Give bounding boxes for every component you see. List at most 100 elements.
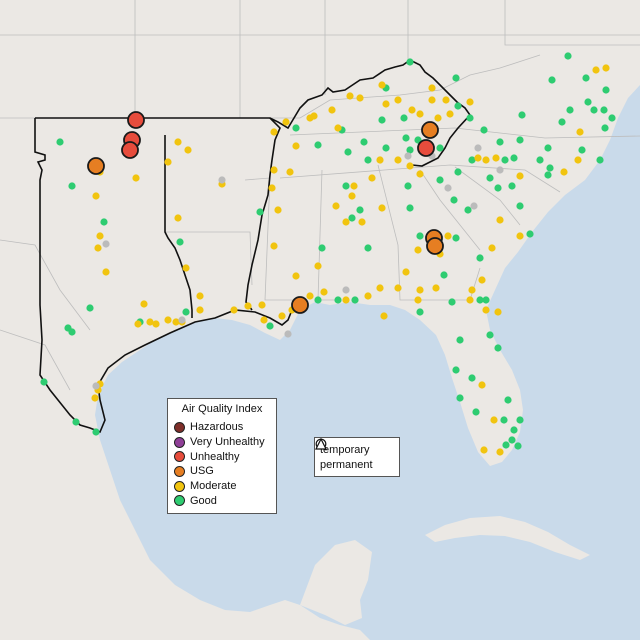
station-marker-no-data[interactable] <box>496 166 504 174</box>
station-marker-moderate[interactable] <box>94 244 102 252</box>
station-marker-good[interactable] <box>314 141 322 149</box>
station-marker-moderate[interactable] <box>408 106 416 114</box>
station-marker-moderate[interactable] <box>348 192 356 200</box>
station-marker-unhealthy[interactable] <box>121 141 139 159</box>
station-marker-good[interactable] <box>578 146 586 154</box>
station-marker-good[interactable] <box>564 52 572 60</box>
station-marker-moderate[interactable] <box>152 320 160 328</box>
station-marker-good[interactable] <box>510 154 518 162</box>
station-marker-good[interactable] <box>510 426 518 434</box>
station-marker-good[interactable] <box>266 322 274 330</box>
station-marker-moderate[interactable] <box>314 262 322 270</box>
station-marker-moderate[interactable] <box>394 284 402 292</box>
station-marker-moderate[interactable] <box>444 232 452 240</box>
station-marker-moderate[interactable] <box>494 308 502 316</box>
station-marker-good[interactable] <box>602 86 610 94</box>
station-marker-good[interactable] <box>476 254 484 262</box>
station-marker-moderate[interactable] <box>102 268 110 276</box>
station-marker-moderate[interactable] <box>174 138 182 146</box>
station-marker-good[interactable] <box>351 296 359 304</box>
station-marker-moderate[interactable] <box>602 64 610 72</box>
station-marker-good[interactable] <box>436 176 444 184</box>
station-marker-good[interactable] <box>558 118 566 126</box>
station-marker-moderate[interactable] <box>196 292 204 300</box>
station-marker-moderate[interactable] <box>91 394 99 402</box>
station-marker-good[interactable] <box>416 308 424 316</box>
station-marker-good[interactable] <box>590 106 598 114</box>
station-marker-good[interactable] <box>454 102 462 110</box>
station-marker-good[interactable] <box>494 184 502 192</box>
station-marker-good[interactable] <box>364 244 372 252</box>
station-marker-moderate[interactable] <box>442 96 450 104</box>
station-marker-moderate[interactable] <box>428 84 436 92</box>
station-marker-moderate[interactable] <box>394 156 402 164</box>
station-marker-good[interactable] <box>456 336 464 344</box>
station-marker-good[interactable] <box>344 148 352 156</box>
station-marker-good[interactable] <box>68 182 76 190</box>
station-marker-moderate[interactable] <box>378 81 386 89</box>
station-marker-good[interactable] <box>182 308 190 316</box>
station-marker-moderate[interactable] <box>310 112 318 120</box>
station-marker-moderate[interactable] <box>164 316 172 324</box>
station-marker-moderate[interactable] <box>432 284 440 292</box>
station-marker-good[interactable] <box>334 296 342 304</box>
station-marker-moderate[interactable] <box>474 154 482 162</box>
station-marker-good[interactable] <box>548 76 556 84</box>
station-marker-moderate[interactable] <box>270 128 278 136</box>
station-marker-moderate[interactable] <box>382 100 390 108</box>
station-marker-good[interactable] <box>466 114 474 122</box>
station-marker-no-data[interactable] <box>284 330 292 338</box>
station-marker-moderate[interactable] <box>592 66 600 74</box>
station-marker-good[interactable] <box>508 182 516 190</box>
station-marker-good[interactable] <box>314 296 322 304</box>
station-marker-good[interactable] <box>518 111 526 119</box>
station-marker-moderate[interactable] <box>92 192 100 200</box>
station-marker-moderate[interactable] <box>358 218 366 226</box>
station-marker-good[interactable] <box>536 156 544 164</box>
station-marker-good[interactable] <box>382 144 390 152</box>
station-marker-no-data[interactable] <box>342 286 350 294</box>
station-marker-moderate[interactable] <box>560 168 568 176</box>
station-marker-good[interactable] <box>516 202 524 210</box>
station-marker-moderate[interactable] <box>406 162 414 170</box>
station-marker-good[interactable] <box>292 124 300 132</box>
station-marker-moderate[interactable] <box>164 158 172 166</box>
station-marker-good[interactable] <box>40 378 48 386</box>
station-marker-good[interactable] <box>596 156 604 164</box>
station-marker-good[interactable] <box>86 304 94 312</box>
station-marker-good[interactable] <box>448 298 456 306</box>
station-marker-moderate[interactable] <box>292 142 300 150</box>
station-marker-good[interactable] <box>452 234 460 242</box>
station-marker-usg[interactable] <box>87 157 105 175</box>
station-marker-no-data[interactable] <box>178 316 186 324</box>
station-marker-good[interactable] <box>342 182 350 190</box>
station-marker-moderate[interactable] <box>140 300 148 308</box>
station-marker-good[interactable] <box>544 171 552 179</box>
station-marker-good[interactable] <box>472 408 480 416</box>
station-marker-no-data[interactable] <box>102 240 110 248</box>
station-marker-good[interactable] <box>516 136 524 144</box>
station-marker-good[interactable] <box>452 366 460 374</box>
station-marker-good[interactable] <box>92 428 100 436</box>
station-marker-good[interactable] <box>356 206 364 214</box>
station-marker-moderate[interactable] <box>184 146 192 154</box>
station-marker-good[interactable] <box>546 164 554 172</box>
station-marker-good[interactable] <box>608 114 616 122</box>
station-marker-moderate[interactable] <box>516 172 524 180</box>
station-marker-moderate[interactable] <box>334 124 342 132</box>
station-marker-moderate[interactable] <box>466 98 474 106</box>
station-marker-unhealthy[interactable] <box>127 111 145 129</box>
station-marker-moderate[interactable] <box>428 96 436 104</box>
station-marker-moderate[interactable] <box>328 106 336 114</box>
station-marker-moderate[interactable] <box>414 296 422 304</box>
station-marker-moderate[interactable] <box>320 288 328 296</box>
station-marker-moderate[interactable] <box>574 156 582 164</box>
station-marker-good[interactable] <box>600 106 608 114</box>
station-marker-moderate[interactable] <box>378 204 386 212</box>
station-marker-good[interactable] <box>176 238 184 246</box>
station-marker-moderate[interactable] <box>478 381 486 389</box>
station-marker-good[interactable] <box>526 230 534 238</box>
station-marker-good[interactable] <box>544 144 552 152</box>
station-marker-good[interactable] <box>406 58 414 66</box>
